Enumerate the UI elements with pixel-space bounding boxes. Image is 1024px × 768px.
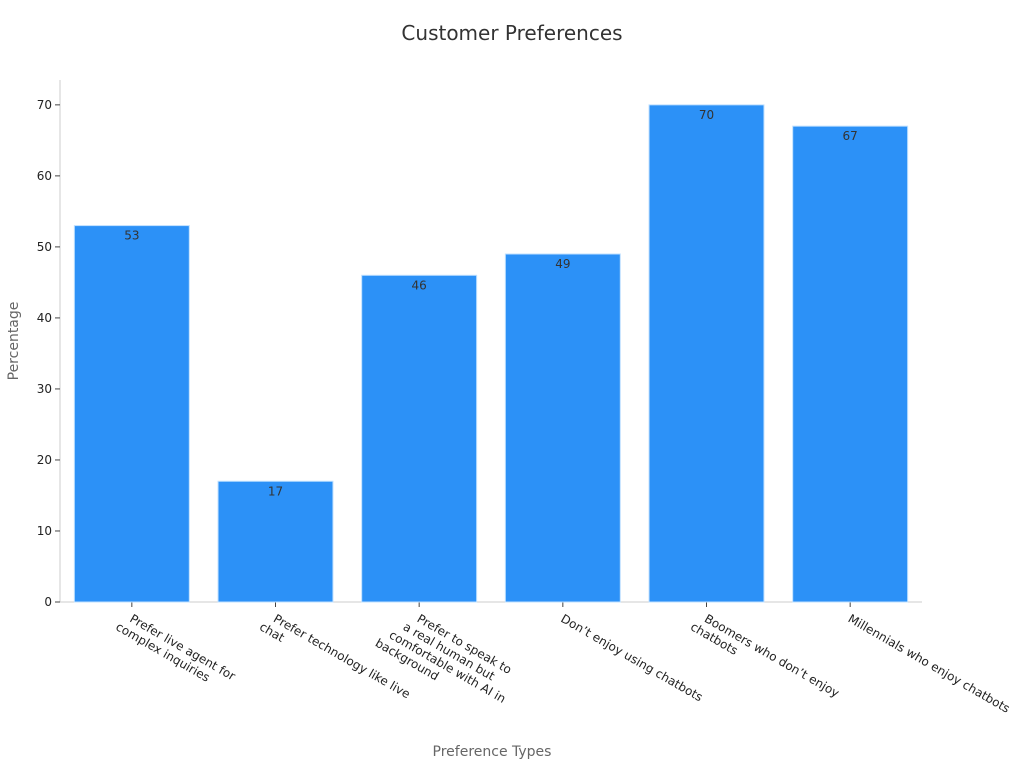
data-label: 46 xyxy=(412,278,427,292)
chart-title: Customer Preferences xyxy=(401,21,622,45)
bar xyxy=(361,274,478,603)
bar xyxy=(504,253,621,603)
x-tick-label: Boomers who don’t enjoychatbots xyxy=(688,607,842,712)
y-tick-label: 20 xyxy=(37,453,52,467)
y-axis-title: Percentage xyxy=(6,302,22,381)
data-label: 67 xyxy=(843,129,858,143)
x-tick-label: Millennials who enjoy chatbots xyxy=(846,611,1013,715)
y-tick-label: 10 xyxy=(37,524,52,538)
x-tick-label: Prefer to speak toa real human butcomfor… xyxy=(373,599,522,718)
x-tick-label: Prefer live agent forcomplex inquiries xyxy=(113,607,237,695)
y-tick-label: 0 xyxy=(44,595,52,609)
x-tick-label-line: Don’t enjoy using chatbots xyxy=(558,611,705,704)
data-label: 70 xyxy=(699,108,714,122)
data-labels-group: 53 17 46 49 70 67 xyxy=(124,108,858,498)
y-tick-label: 60 xyxy=(37,169,52,183)
x-tick-label: Don’t enjoy using chatbots xyxy=(558,611,705,704)
y-axis: 0 10 20 30 40 50 60 70 xyxy=(37,80,61,609)
bar xyxy=(792,125,909,603)
x-axis: Prefer live agent forcomplex inquiries Pr… xyxy=(60,599,1013,718)
y-tick-label: 40 xyxy=(37,311,52,325)
bar xyxy=(217,480,334,603)
data-label: 53 xyxy=(124,229,139,243)
data-label: 17 xyxy=(268,484,283,498)
y-tick-label: 70 xyxy=(37,98,52,112)
bars-group xyxy=(73,104,909,603)
bar xyxy=(648,104,765,603)
y-tick-label: 50 xyxy=(37,240,52,254)
x-axis-title: Preference Types xyxy=(433,744,552,760)
x-tick-label-line: Millennials who enjoy chatbots xyxy=(846,611,1013,715)
x-tick-label-line: Boomers who don’t enjoy xyxy=(702,611,842,700)
data-label: 49 xyxy=(555,257,570,271)
y-tick-label: 30 xyxy=(37,382,52,396)
x-tick-label: Prefer technology like livechat xyxy=(257,607,413,713)
bar xyxy=(73,225,190,603)
